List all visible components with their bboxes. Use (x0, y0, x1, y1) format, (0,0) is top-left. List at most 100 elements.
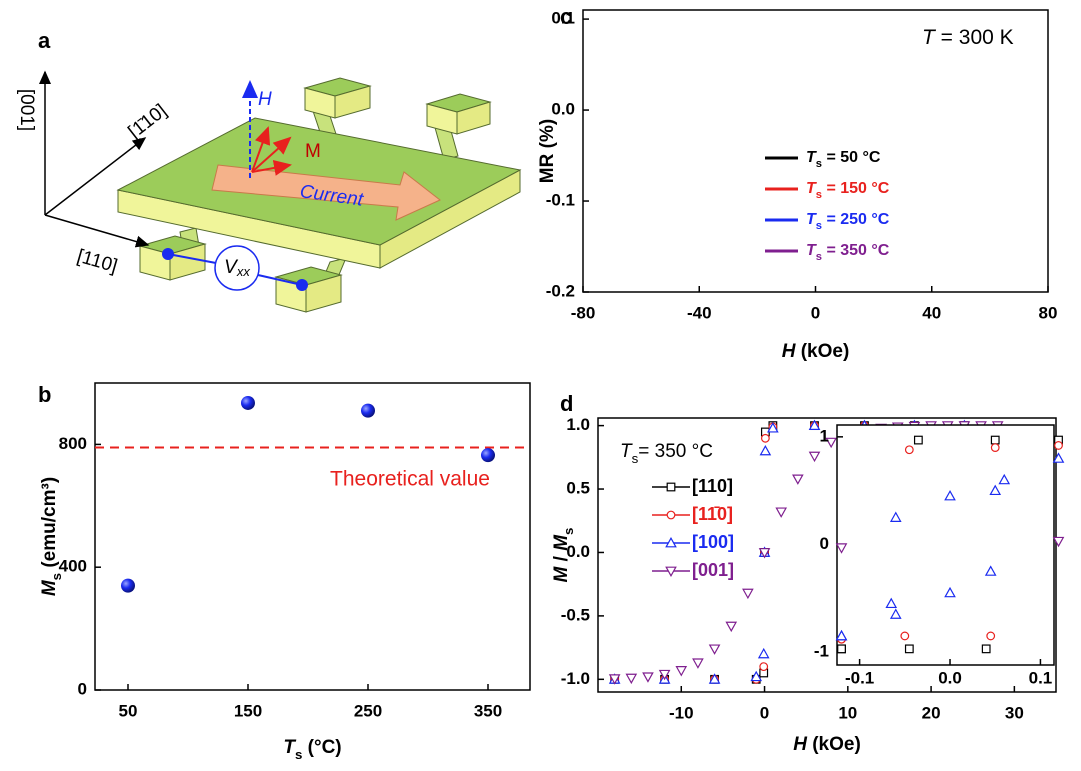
marker (982, 645, 990, 653)
contact (296, 279, 308, 291)
device-diagram: a Current H M [001] [1̄10] [110] Vxx (16, 28, 520, 312)
pad (140, 236, 205, 280)
marker (762, 434, 770, 442)
pad (427, 94, 490, 134)
x-tick-label: -40 (687, 303, 712, 322)
x-axis-label: Ts (°C) (283, 737, 341, 762)
x-tick-label: 0 (811, 303, 820, 322)
pad (305, 78, 370, 118)
legend-label: [110] (692, 476, 733, 496)
x-tick-label: 0 (760, 703, 769, 722)
label-part: (°C) (302, 737, 341, 758)
legend-label: Ts = 50 °C (806, 149, 881, 170)
annotation: T = 300 K (922, 26, 1014, 49)
panel-label: d (560, 391, 573, 416)
x-axis-label: H (kOe) (793, 734, 861, 755)
marker (906, 446, 914, 454)
marker (761, 446, 771, 455)
marker (1054, 454, 1064, 463)
marker (987, 632, 995, 640)
marker (760, 663, 768, 671)
marker (793, 475, 803, 484)
m-label: M (305, 141, 321, 162)
data-point (361, 404, 375, 418)
label-part: M (551, 565, 572, 582)
label-part: M (39, 579, 60, 596)
label-part: / (551, 551, 572, 567)
x-tick-label: -0.1 (845, 668, 874, 687)
label-part: s (295, 747, 302, 762)
y-tick-label: 1 (820, 426, 829, 445)
y-tick-label: 0 (78, 679, 87, 698)
x-tick-label: 50 (119, 701, 138, 720)
voltage-subscript: xx (236, 264, 251, 279)
legend-label: [100] (692, 532, 734, 552)
y-tick-label: -0.5 (561, 605, 590, 624)
x-tick-label: -80 (571, 303, 596, 322)
x-tick-label: 30 (1005, 703, 1024, 722)
field-label: H (258, 89, 272, 110)
label-part: s (49, 573, 64, 580)
y-tick-label: 0 (820, 534, 829, 553)
label-part: (kOe) (795, 341, 849, 362)
pad (276, 267, 341, 312)
x-tick-label: 10 (838, 703, 857, 722)
label-part: = 350 °C (638, 441, 713, 462)
marker (810, 452, 820, 461)
x-axis-label: H (kOe) (782, 341, 850, 362)
marker (1054, 537, 1064, 546)
y-tick-label: 800 (59, 434, 87, 453)
x-tick-label: 250 (354, 701, 382, 720)
marker (1055, 442, 1063, 450)
marker (667, 511, 675, 519)
marker (676, 667, 686, 676)
marker (627, 674, 637, 683)
axis-label: [001] (16, 89, 37, 131)
legend-name: = 250 °C (822, 211, 890, 228)
marker (991, 436, 999, 444)
label-part: s (561, 528, 576, 535)
marker (906, 645, 914, 653)
x-tick-label: -10 (669, 703, 694, 722)
marker (743, 589, 753, 598)
legend-label: Ts = 250 °C (806, 211, 890, 232)
marker (726, 622, 736, 631)
marker (710, 645, 720, 654)
x-tick-label: 20 (922, 703, 941, 722)
y-tick-label: 0.5 (566, 479, 590, 498)
y-tick-label: -0.2 (546, 281, 575, 300)
marker (838, 645, 846, 653)
marker (643, 673, 653, 682)
marker (759, 649, 769, 658)
marker (901, 632, 909, 640)
legend-name: = 350 °C (822, 242, 890, 259)
legend-title: Ts= 350 °C (620, 441, 713, 466)
marker (776, 508, 786, 517)
marker (667, 483, 675, 491)
y-tick-label: -0.1 (546, 191, 575, 210)
figure: a Current H M [001] [1̄10] [110] Vxx 50 1… (0, 0, 1081, 771)
legend-name: = 50 °C (822, 149, 881, 166)
y-tick-label: 400 (59, 557, 87, 576)
y-axis-label: Ms (emu/cm³) (39, 477, 64, 596)
label-part: (emu/cm³) (39, 477, 60, 573)
label-part: MR (%) (537, 119, 558, 183)
reference-label: Theoretical value (330, 468, 490, 491)
x-tick-label: 350 (474, 701, 502, 720)
marker (915, 436, 923, 444)
label-part: M (551, 534, 572, 551)
inset-frame (837, 425, 1054, 665)
panel-label: a (38, 28, 51, 53)
axis-label: [1̄10] (125, 100, 171, 143)
legend-label: Ts = 350 °C (806, 242, 890, 263)
label-part: = 300 K (935, 26, 1014, 49)
axis-label: [110] (75, 246, 120, 277)
marker (991, 444, 999, 452)
legend-label: Ts = 150 °C (806, 180, 890, 201)
x-tick-label: 40 (922, 303, 941, 322)
label-part: (kOe) (807, 734, 861, 755)
y-tick-label: -1.0 (561, 669, 590, 688)
plot-frame (95, 383, 530, 690)
panel-label: b (38, 382, 51, 407)
y-axis-label: MR (%) (537, 119, 558, 183)
